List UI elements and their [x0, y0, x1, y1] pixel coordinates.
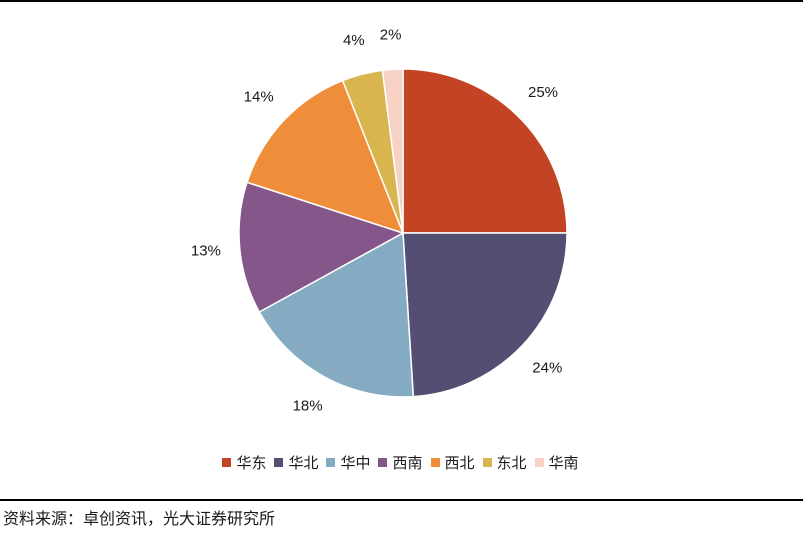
pie-slice-huazhong [258, 232, 415, 398]
pie-value-label-xibei: 14% [244, 88, 274, 105]
pie-slice-xinan [238, 181, 404, 313]
pie-value-label-huazhong: 18% [293, 397, 323, 414]
legend-label: 西南 [392, 454, 423, 472]
pie-value-label-xinan: 13% [191, 243, 221, 260]
chart-legend: 华东 华北 华中 西南 西北 东北 华南 [0, 452, 809, 473]
legend-label: 华南 [548, 454, 579, 472]
legend-label: 华北 [288, 454, 319, 472]
legend-swatch [430, 458, 440, 467]
pie-value-label-huadong: 25% [528, 84, 558, 101]
legend-item-huazhong: 华中 [326, 452, 370, 473]
legend-item-huanan: 华南 [534, 452, 579, 473]
legend-label: 西北 [444, 454, 475, 472]
pie-slice-huanan [381, 68, 404, 234]
legend-label: 华中 [340, 454, 371, 472]
pie-slice-huadong [402, 68, 568, 234]
pie-slices [238, 68, 568, 398]
legend-item-dongbei: 东北 [482, 452, 527, 473]
legend-label: 华东 [236, 454, 267, 472]
pie-value-labels: 25% 24% 18% 13% 14% 4% 2% [191, 26, 562, 414]
pie-value-label-dongbei: 4% [343, 32, 365, 49]
top-rule [0, 0, 803, 2]
legend-swatch [534, 458, 544, 467]
bottom-rule [0, 499, 803, 501]
legend-swatch [222, 458, 232, 467]
legend-item-xibei: 西北 [430, 452, 475, 473]
legend-item-huabei: 华北 [274, 452, 318, 473]
legend-swatch [378, 458, 388, 467]
legend-swatch [326, 458, 336, 467]
pie-slice-huabei [402, 232, 568, 398]
pie-value-label-huanan: 2% [380, 26, 402, 43]
legend-swatch [482, 458, 492, 467]
pie-value-label-huabei: 24% [532, 359, 562, 376]
legend-label: 东北 [496, 454, 527, 472]
source-note: 资料来源：卓创资讯，光大证券研究所 [3, 509, 276, 528]
legend-item-huadong: 华东 [222, 452, 266, 473]
pie-chart: 25% 24% 18% 13% 14% 4% 2% [191, 26, 568, 414]
pie-slice-xibei [246, 79, 404, 234]
legend-item-xinan: 西南 [378, 452, 423, 473]
legend-swatch [274, 458, 284, 467]
